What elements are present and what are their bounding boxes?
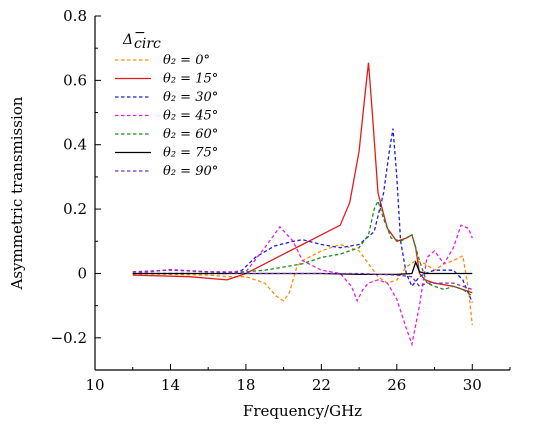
series-layer	[132, 62, 473, 347]
legend-label-4: θ₂ = 60°	[163, 127, 218, 142]
series-line-5	[132, 260, 473, 276]
series-line-3	[132, 224, 473, 347]
series-line-0	[132, 243, 473, 325]
x-tick-label: 14	[161, 376, 180, 394]
legend-label-3: θ₂ = 45°	[163, 109, 218, 124]
legend-title: Δ	[122, 32, 133, 48]
x-tick-label: 18	[236, 376, 255, 394]
legend-label-5: θ₂ = 75°	[163, 146, 218, 161]
y-tick-label: 0.8	[63, 7, 87, 25]
y-axis-label: Asymmetric transmission	[8, 96, 26, 290]
x-tick-label: 26	[387, 376, 406, 394]
legend-label-0: θ₂ = 0°	[163, 53, 210, 68]
legend-label-2: θ₂ = 30°	[163, 90, 218, 105]
legend-title-sup: −	[134, 25, 146, 41]
axes-layer: 10 14 18 22 26 30 −0.2 0 0.2 0.4 0.6 0.8	[51, 7, 511, 394]
y-tick-label: 0	[77, 264, 87, 282]
y-tick-label: 0.6	[63, 71, 87, 89]
x-tick-label: 22	[312, 376, 331, 394]
legend-title-sub: circ	[134, 36, 161, 52]
y-tick-label: 0.2	[63, 200, 87, 218]
x-axis-label: Frequency/GHz	[243, 402, 362, 420]
y-tick-label: 0.4	[63, 136, 87, 154]
series-line-4	[132, 199, 473, 297]
series-line-6	[132, 269, 473, 291]
series-line-1	[132, 62, 473, 294]
x-tick-label: 10	[85, 376, 104, 394]
legend-label-1: θ₂ = 15°	[163, 72, 218, 87]
legend-label-6: θ₂ = 90°	[163, 164, 218, 179]
x-tick-label: 30	[463, 376, 482, 394]
y-tick-label: −0.2	[51, 329, 87, 347]
